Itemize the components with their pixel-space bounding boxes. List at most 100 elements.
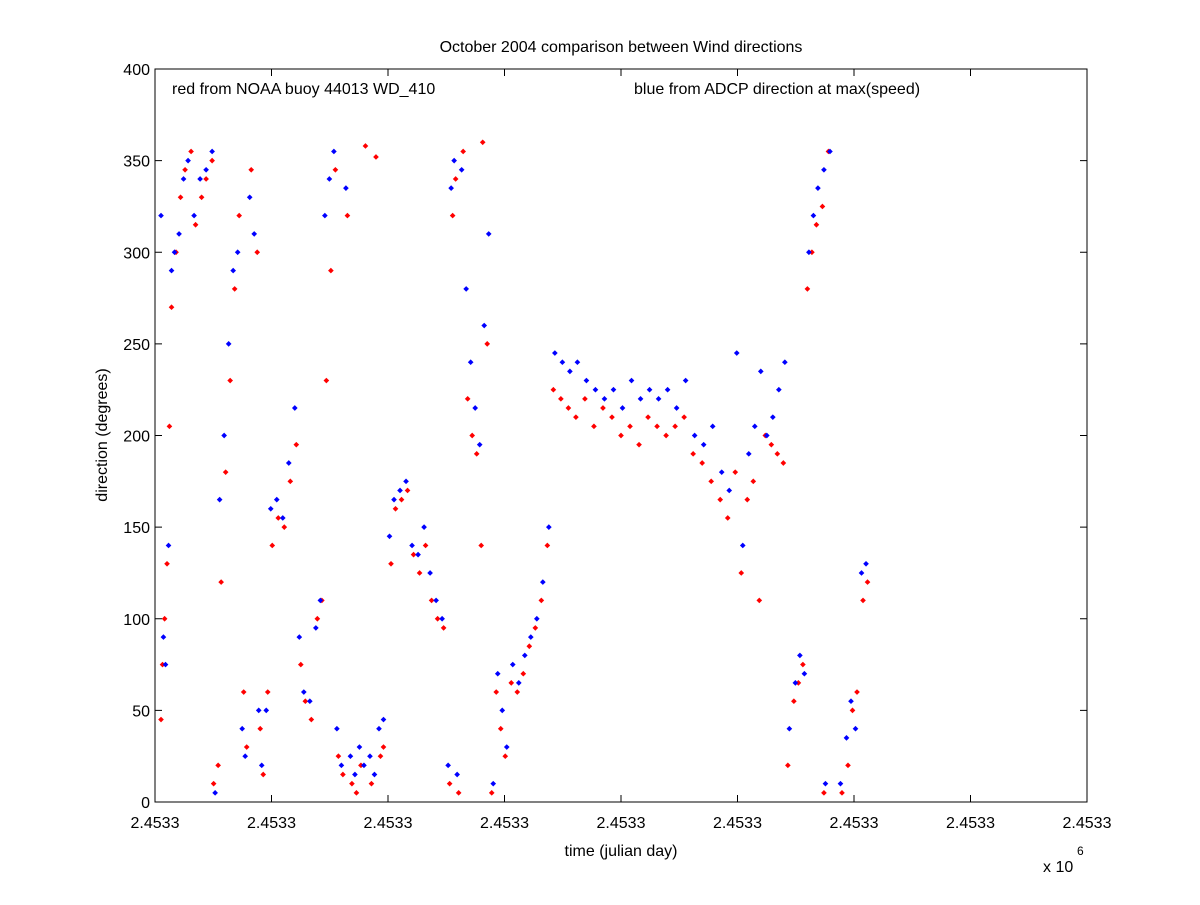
data-point	[533, 615, 540, 622]
data-point	[848, 698, 854, 705]
data-point	[403, 478, 409, 485]
data-point	[567, 368, 573, 375]
data-point	[628, 377, 635, 384]
data-point	[216, 496, 223, 503]
data-point	[514, 689, 521, 695]
data-point	[655, 396, 662, 402]
data-point	[682, 377, 689, 384]
data-point	[371, 771, 378, 778]
data-point	[515, 680, 522, 686]
data-point	[358, 762, 364, 769]
data-point	[810, 212, 817, 219]
data-point	[645, 414, 651, 421]
data-point	[452, 176, 459, 182]
data-point	[574, 359, 581, 366]
data-point	[763, 432, 770, 439]
series-0-points	[158, 139, 871, 796]
data-point	[591, 423, 597, 430]
data-point	[454, 771, 460, 778]
data-point	[699, 460, 706, 466]
data-point	[565, 405, 572, 411]
data-point	[416, 570, 423, 576]
x-tick-label: 2.4533	[830, 815, 879, 832]
data-point	[520, 670, 527, 677]
data-point	[815, 185, 821, 191]
data-point	[218, 579, 224, 585]
data-point	[191, 212, 197, 219]
data-point	[347, 753, 354, 760]
data-point	[434, 615, 441, 622]
data-point	[845, 762, 851, 769]
x-axis-multiplier-exponent: 6	[1077, 844, 1084, 858]
data-point	[367, 753, 373, 760]
data-point	[293, 441, 300, 448]
y-tick-label: 300	[123, 245, 150, 262]
data-point	[476, 441, 483, 448]
data-point	[509, 661, 516, 668]
data-point	[386, 533, 393, 540]
data-point	[248, 166, 255, 173]
data-point	[785, 762, 791, 769]
data-point	[843, 735, 850, 741]
x-tick-label: 2.4533	[131, 815, 180, 832]
data-point	[821, 166, 827, 173]
data-point	[738, 570, 745, 576]
data-point	[809, 249, 815, 256]
data-point	[463, 286, 469, 292]
data-point	[260, 771, 267, 778]
data-point	[583, 377, 590, 384]
data-point	[485, 231, 492, 237]
data-point	[221, 432, 227, 439]
data-point	[227, 377, 233, 384]
data-point	[732, 469, 739, 475]
x-tick-label: 2.4533	[480, 815, 529, 832]
data-point	[332, 166, 339, 173]
data-point	[860, 597, 866, 604]
data-point	[592, 386, 599, 393]
data-point	[837, 780, 844, 787]
data-point	[538, 597, 545, 604]
data-point	[601, 396, 608, 402]
data-point	[209, 157, 215, 164]
data-point	[769, 414, 776, 421]
data-point	[267, 505, 274, 512]
data-point	[673, 405, 680, 411]
data-point	[550, 386, 557, 393]
data-point	[168, 304, 175, 311]
data-point	[724, 515, 731, 521]
data-point	[322, 212, 328, 219]
data-point	[558, 396, 564, 402]
data-point	[398, 496, 405, 503]
data-point	[239, 725, 246, 732]
data-point	[421, 524, 427, 530]
data-point	[739, 542, 746, 549]
data-point	[171, 249, 178, 256]
data-point	[300, 689, 307, 695]
data-point	[821, 790, 827, 796]
data-point	[449, 212, 456, 219]
data-point	[380, 716, 387, 723]
data-point	[328, 267, 334, 274]
data-point	[376, 725, 382, 732]
data-point	[619, 405, 626, 411]
data-point	[768, 441, 775, 448]
data-point	[780, 460, 787, 466]
data-point	[481, 322, 488, 329]
data-point	[455, 790, 462, 796]
data-point	[863, 560, 869, 567]
data-point	[849, 707, 856, 714]
data-point	[718, 469, 725, 475]
data-point	[791, 698, 797, 705]
data-point	[852, 725, 859, 732]
data-point	[464, 396, 471, 402]
data-point	[314, 615, 321, 622]
data-point	[484, 341, 491, 347]
data-point	[782, 359, 788, 366]
data-point	[582, 396, 588, 402]
data-point	[521, 652, 528, 659]
data-point	[177, 194, 184, 201]
data-point	[672, 423, 678, 430]
data-point	[559, 359, 566, 366]
data-point	[160, 634, 167, 640]
